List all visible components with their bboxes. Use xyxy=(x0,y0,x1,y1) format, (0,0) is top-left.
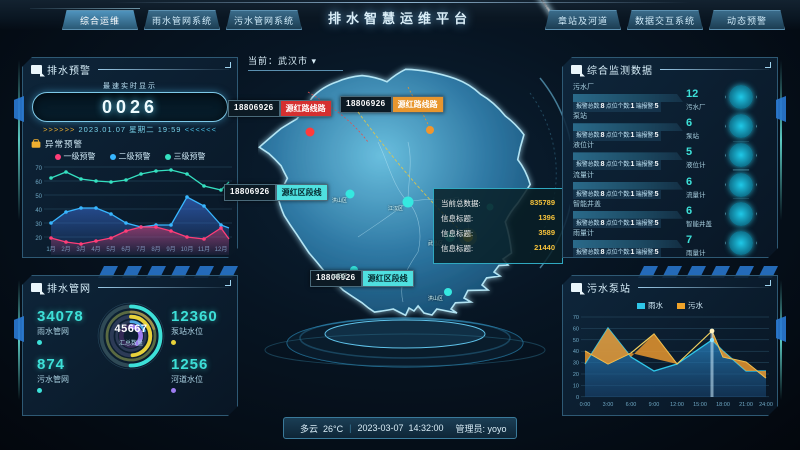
svg-text:20: 20 xyxy=(35,236,42,242)
svg-text:12:00: 12:00 xyxy=(670,402,684,408)
svg-text:70: 70 xyxy=(35,166,42,172)
svg-text:18:00: 18:00 xyxy=(716,402,730,408)
svg-text:40: 40 xyxy=(35,208,42,214)
svg-text:9:00: 9:00 xyxy=(649,402,660,408)
svg-text:6:00: 6:00 xyxy=(626,402,637,408)
svg-text:60: 60 xyxy=(35,180,42,186)
svg-text:60: 60 xyxy=(573,326,579,332)
svg-text:24:00: 24:00 xyxy=(759,402,773,408)
svg-text:30: 30 xyxy=(573,361,579,367)
svg-text:50: 50 xyxy=(573,338,579,344)
svg-text:3:00: 3:00 xyxy=(603,402,614,408)
svg-text:15:00: 15:00 xyxy=(693,402,707,408)
svg-text:70: 70 xyxy=(573,315,579,321)
svg-text:40: 40 xyxy=(573,349,579,355)
svg-text:21:00: 21:00 xyxy=(739,402,753,408)
svg-text:0:00: 0:00 xyxy=(580,402,591,408)
svg-text:0: 0 xyxy=(576,395,579,401)
svg-text:10: 10 xyxy=(573,383,579,389)
svg-text:20: 20 xyxy=(573,372,579,378)
svg-text:50: 50 xyxy=(35,194,42,200)
svg-text:30: 30 xyxy=(35,222,42,228)
